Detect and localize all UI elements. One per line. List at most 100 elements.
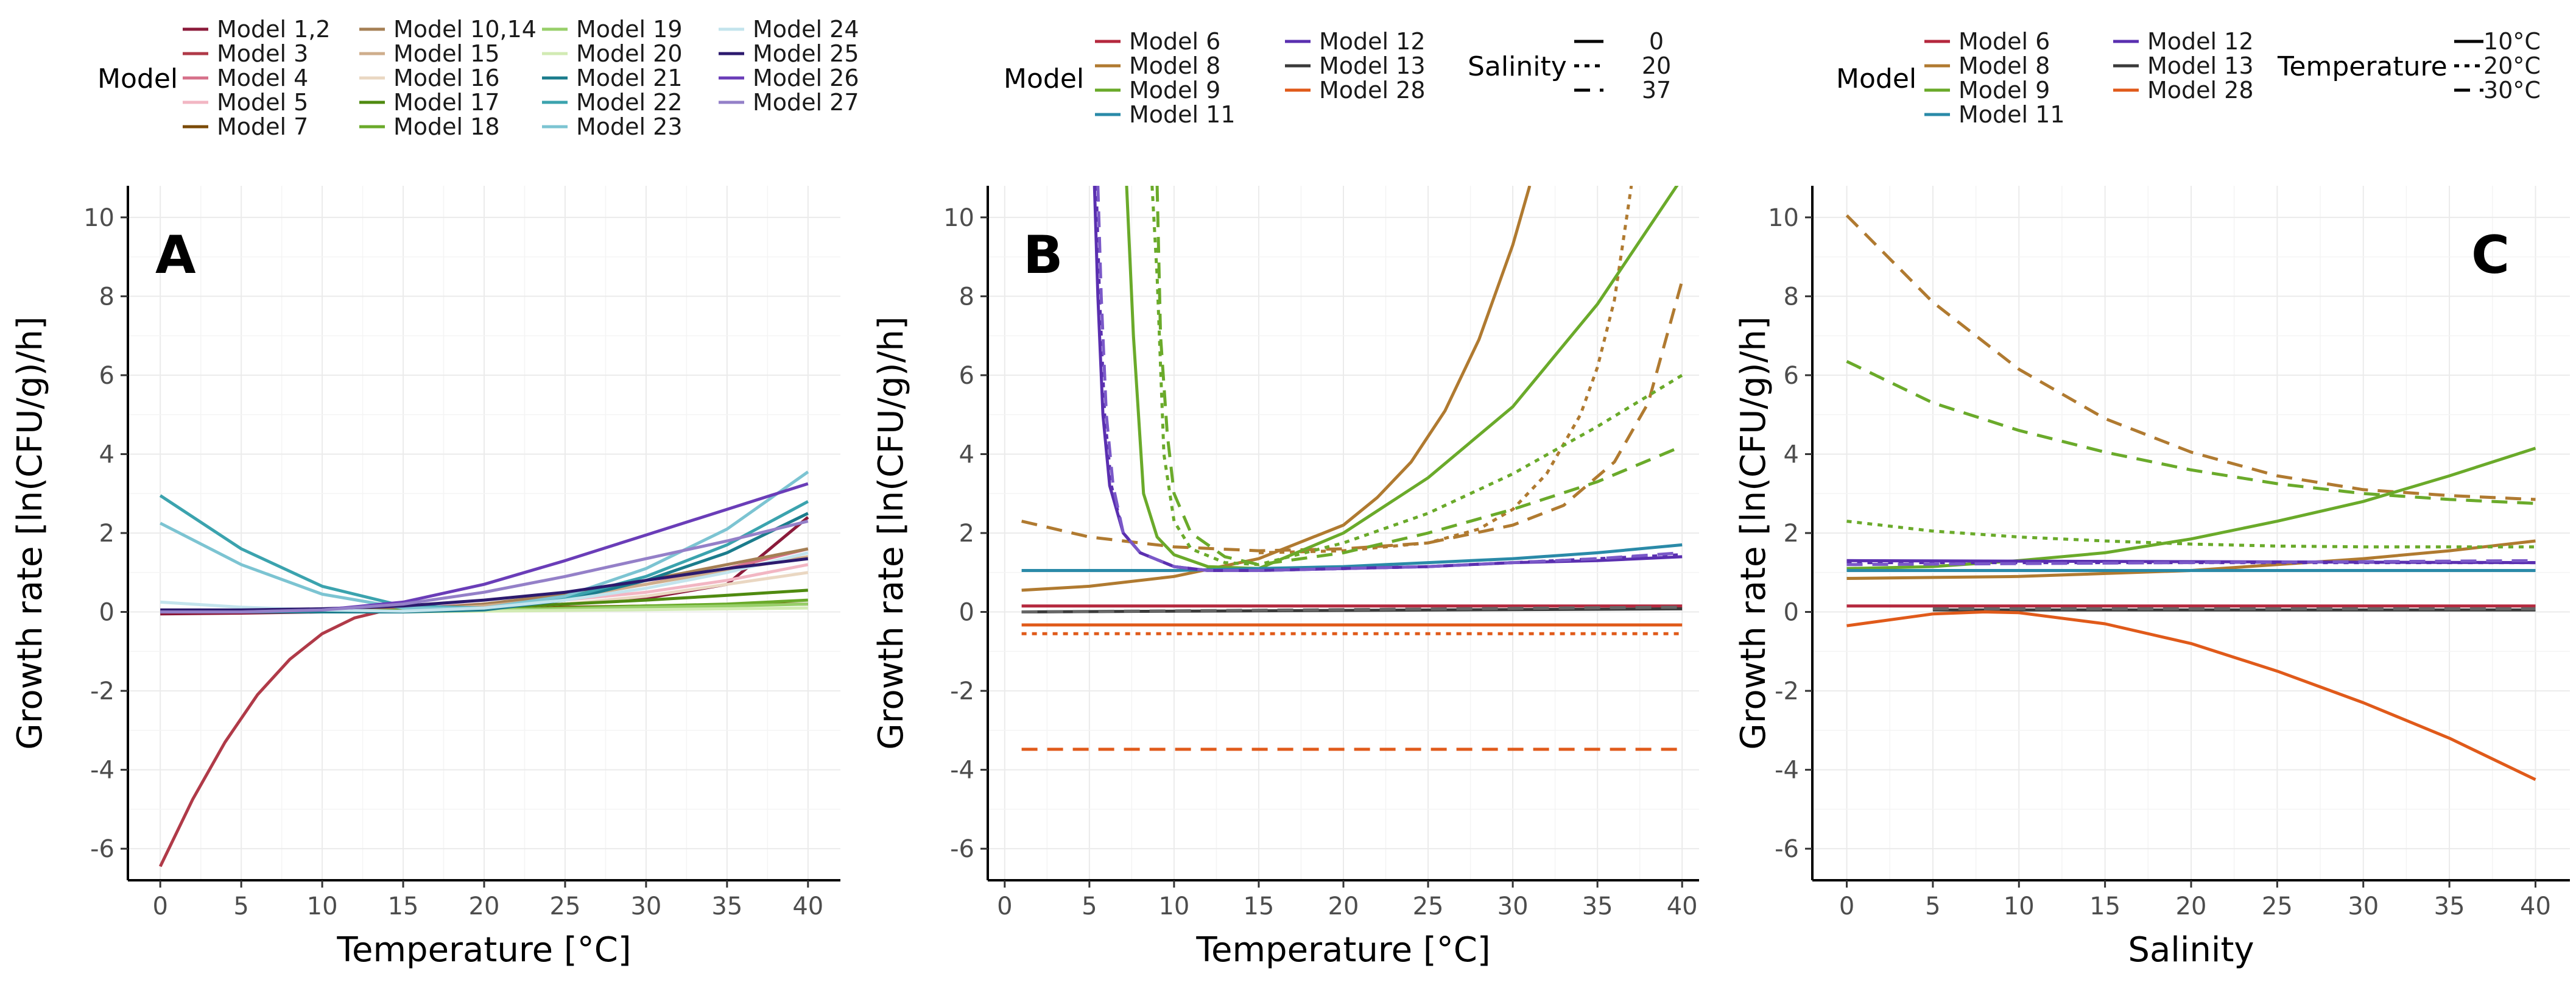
panel-a-x-title: Temperature [°C] [336, 930, 631, 970]
panel-a-legend-label-model-7: Model 7 [217, 113, 308, 140]
panel-c-y-tick-label-7: 8 [1784, 283, 1799, 311]
panel-b-x-tick-label-0: 0 [997, 892, 1012, 920]
panel-a-x-tick-label-1: 5 [233, 892, 248, 920]
panel-c-linetype-label-2: 30°C [2483, 77, 2541, 104]
panel-a-ticks: 0 5 10 15 20 25 30 35 40 -6 -4 -2 0 2 4 6 8 10 [83, 204, 823, 920]
panel-a-series-model-27-18 [160, 520, 809, 613]
panel-a-legend-title: Model [97, 63, 178, 94]
panel-b-linetype-label-2: 37 [1642, 77, 1671, 104]
panel-c-series-model-8-30-c-2 [1845, 214, 2536, 501]
panel-a-y-tick-label-4: 2 [99, 520, 114, 548]
panel-a-legend-label-model-5: Model 5 [217, 89, 308, 116]
panel-a-x-tick-label-6: 30 [630, 892, 661, 920]
panel-c-y-tick-label-6: 6 [1784, 362, 1799, 390]
panel-b-x-tick-label-5: 25 [1413, 892, 1444, 920]
panel-b-x-tick-label-4: 20 [1328, 892, 1359, 920]
panel-b-y-tick-label-2: -2 [950, 677, 974, 705]
panel-a-legend-label-model-1-2: Model 1,2 [217, 16, 331, 43]
panel-a-y-tick-label-5: 4 [99, 440, 114, 468]
panel-a-y-tick-label-8: 10 [83, 204, 114, 232]
panel-b-y-tick-label-8: 10 [943, 204, 974, 232]
panel-a-y-tick-label-7: 8 [99, 283, 114, 311]
panel-b-legend-label-model-28: Model 28 [1319, 77, 1426, 104]
panel-b-tag: B [1023, 225, 1063, 286]
panel-c-x-tick-label-3: 15 [2089, 892, 2120, 920]
panel-a-legend-label-model-24: Model 24 [753, 16, 859, 43]
panel-c-series-model-28-10-c-12 [1846, 610, 2536, 782]
panel-b-legend-label-model-13: Model 13 [1319, 52, 1426, 79]
panel-b-series-model-11-0-7 [1021, 543, 1683, 572]
panel-b-series-model-12-20-9 [1094, 186, 1683, 572]
panel-b-y-title: Growth rate [ln(CFU/g)/h] [871, 316, 911, 750]
panel-c-legend-label-model-13: Model 13 [2147, 52, 2254, 79]
panel-c: 0 5 10 15 20 25 30 35 40 -6 -4 -2 0 2 4 6 8 10 C Salinity… [1734, 28, 2570, 970]
panel-c-series-model-12-30-c-9 [1846, 559, 2536, 567]
panel-a-y-tick-label-0: -6 [90, 835, 114, 863]
panel-a-legend-label-model-21: Model 21 [576, 65, 683, 91]
panel-b-x-tick-label-1: 5 [1082, 892, 1097, 920]
panel-c-y-title: Growth rate [ln(CFU/g)/h] [1734, 316, 1773, 750]
panel-b-y-tick-label-5: 4 [959, 440, 974, 468]
panel-a-x-tick-label-5: 25 [550, 892, 581, 920]
panel-a-series-model-25-16 [160, 557, 809, 612]
panel-c-linetype-label-1: 20°C [2483, 52, 2541, 79]
panel-b-x-tick-label-8: 40 [1667, 892, 1698, 920]
panel-c-legend-label-model-11: Model 11 [1958, 101, 2065, 128]
panel-c-y-tick-label-2: -2 [1775, 677, 1799, 705]
panel-c-series [1845, 214, 2536, 782]
panel-b-x-title: Temperature [°C] [1195, 930, 1490, 970]
panel-b-y-tick-label-4: 2 [959, 520, 974, 548]
panel-a-legend-label-model-22: Model 22 [576, 89, 683, 116]
panel-a-y-tick-label-1: -4 [90, 757, 114, 785]
panel-a-y-tick-label-3: 0 [99, 599, 114, 627]
panel-c-legend-title: Model [1836, 63, 1916, 94]
panel-c-grid [1812, 186, 2570, 880]
panel-b-linetype-title: Salinity [1468, 51, 1567, 82]
panel-a-legend-label-model-15: Model 15 [393, 40, 500, 67]
panel-b: 0 5 10 15 20 25 30 35 40 -6 -4 -2 0 2 4 6 8 10 B Temperat… [871, 28, 1699, 970]
panel-a-x-tick-label-7: 35 [711, 892, 742, 920]
panel-c-series-model-9-20-c-4 [1846, 520, 2536, 549]
panel-b-series [1021, 186, 1684, 751]
panel-c-x-tick-label-1: 5 [1925, 892, 1940, 920]
panel-c-series-model-8-10-c-1 [1846, 539, 2536, 580]
panel-a-legend-label-model-25: Model 25 [753, 40, 859, 67]
panel-a-y-tick-label-6: 6 [99, 362, 114, 390]
panel-b-y-tick-label-1: -4 [950, 757, 974, 785]
panel-a-legend-label-model-26: Model 26 [753, 65, 859, 91]
panel-a-legend-label-model-3: Model 3 [217, 40, 308, 67]
panel-b-linetype-label-0: 0 [1649, 28, 1664, 55]
panel-c-x-tick-label-5: 25 [2262, 892, 2293, 920]
panel-a-legend-label-model-20: Model 20 [576, 40, 683, 67]
panel-b-legend-label-model-8: Model 8 [1129, 52, 1220, 79]
panel-b-y-tick-label-6: 6 [959, 362, 974, 390]
panel-b-x-tick-label-3: 15 [1243, 892, 1274, 920]
panel-b-series-model-12-37-10 [1096, 186, 1683, 572]
panel-c-linetype-label-0: 10°C [2483, 28, 2541, 55]
panel-a-x-tick-label-4: 20 [469, 892, 500, 920]
panel-b-y-tick-label-3: 0 [959, 599, 974, 627]
panel-b-series-model-9-20-5 [1150, 186, 1683, 567]
panel-c-y-tick-label-5: 4 [1784, 440, 1799, 468]
panel-b-legend-label-model-9: Model 9 [1129, 77, 1220, 104]
panel-b-linetype-label-1: 20 [1642, 52, 1671, 79]
panel-c-x-tick-label-8: 40 [2520, 892, 2551, 920]
panel-c-legend-label-model-12: Model 12 [2147, 28, 2254, 55]
panel-a-y-title: Growth rate [ln(CFU/g)/h] [10, 316, 50, 750]
panel-b-x-tick-label-2: 10 [1158, 892, 1189, 920]
panel-a-tag: A [155, 225, 196, 286]
panel-a-legend-label-model-16: Model 16 [393, 65, 500, 91]
panel-c-legend-label-model-9: Model 9 [1958, 77, 2050, 104]
panel-a-series [158, 470, 809, 867]
panel-c-y-tick-label-8: 10 [1768, 204, 1799, 232]
panel-c-x-tick-label-6: 30 [2348, 892, 2379, 920]
panel-b-x-tick-label-7: 35 [1582, 892, 1613, 920]
panel-b-legend-label-model-6: Model 6 [1129, 28, 1220, 55]
panel-b-y-tick-label-0: -6 [950, 835, 974, 863]
panel-a-x-tick-label-8: 40 [792, 892, 823, 920]
panel-c-legend-label-model-28: Model 28 [2147, 77, 2254, 104]
